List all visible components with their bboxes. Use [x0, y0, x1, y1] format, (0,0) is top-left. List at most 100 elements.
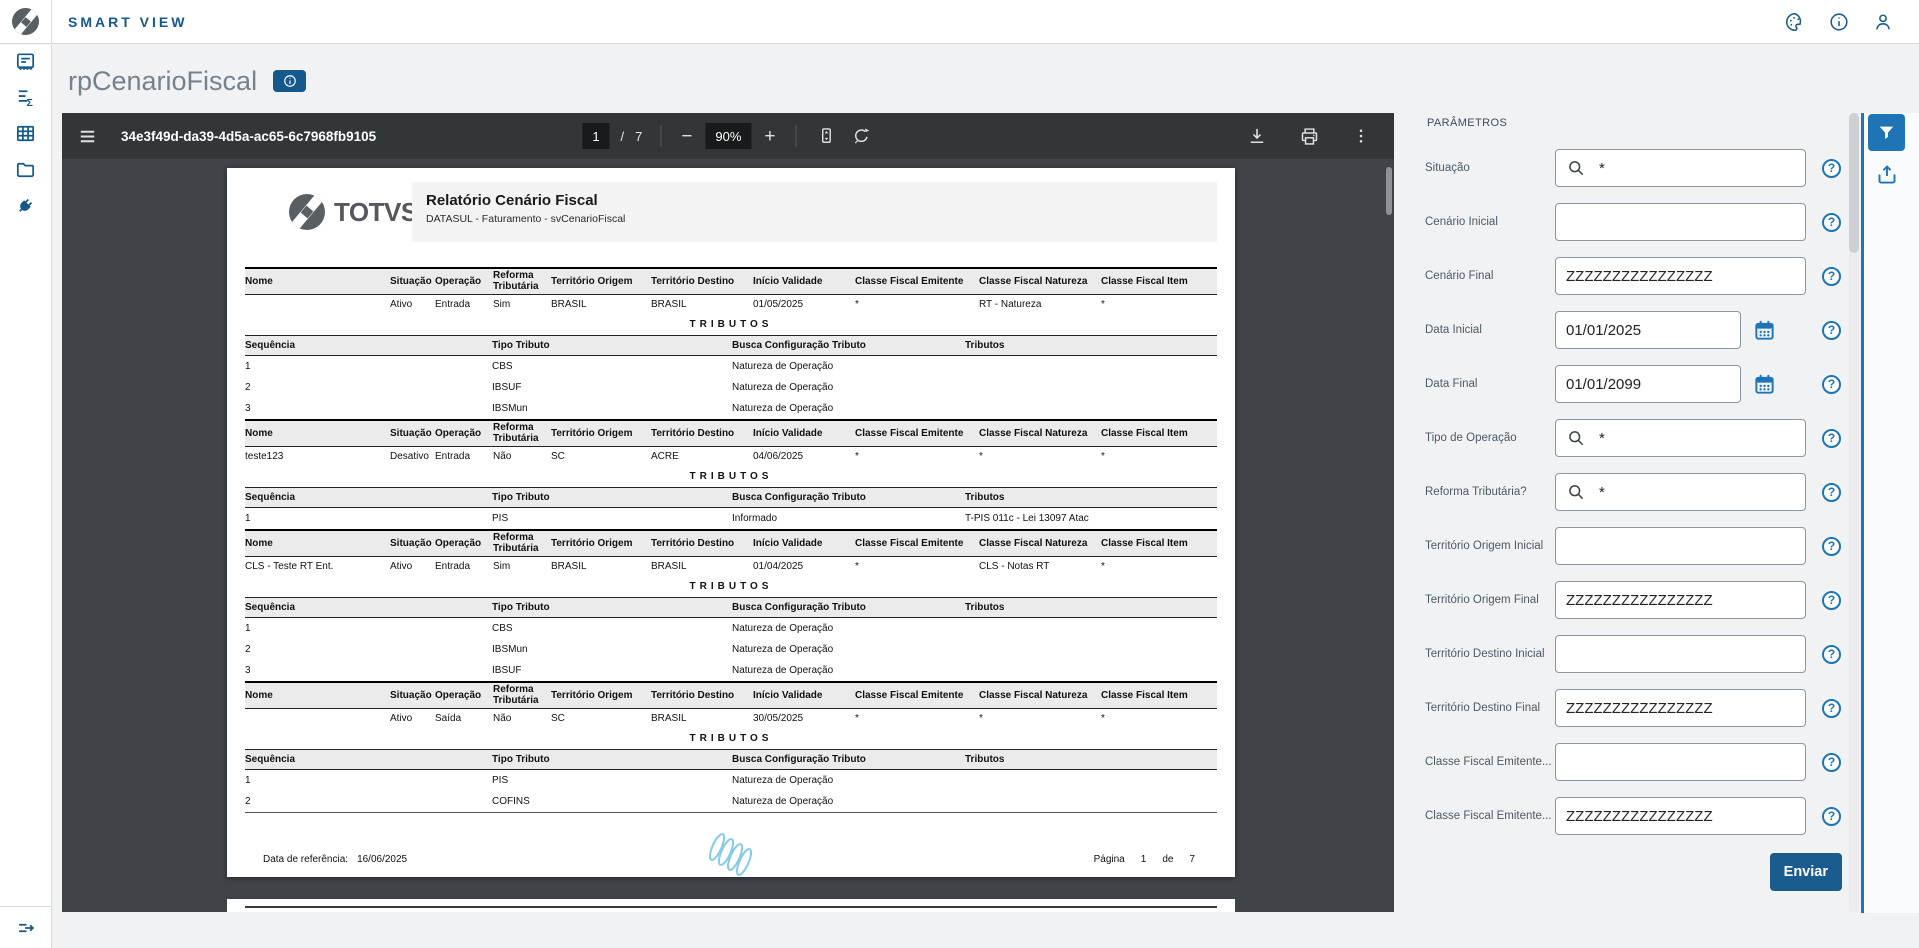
cell: Natureza de Operação	[732, 382, 834, 393]
user-icon[interactable]	[1871, 10, 1895, 34]
cell: Natureza de Operação	[732, 403, 834, 414]
cell: Natureza de Operação	[732, 361, 834, 372]
print-icon[interactable]	[1297, 124, 1322, 149]
param-value: 01/01/2099	[1566, 375, 1642, 393]
data-final-input[interactable]: 01/01/2099	[1555, 365, 1741, 403]
cell: 01/05/2025	[753, 299, 804, 310]
submit-button[interactable]: Enviar	[1769, 853, 1842, 891]
param-label: Reforma Tributária?	[1425, 486, 1527, 498]
cell: Classe Fiscal Natureza	[979, 276, 1088, 287]
cell: Tipo Tributo	[492, 492, 550, 503]
cell: Sequência	[245, 602, 296, 613]
help-icon[interactable]: ?	[1822, 590, 1841, 610]
cell: Território Destino	[651, 690, 735, 701]
reference-date-label: Data de referência:	[263, 854, 349, 865]
cell: *	[855, 713, 859, 724]
page-word: Página	[1093, 854, 1125, 865]
theme-palette-icon[interactable]	[1783, 10, 1807, 34]
help-icon[interactable]: ?	[1822, 266, 1841, 286]
tributos-section-label: TRIBUTOS	[689, 581, 773, 592]
situa-o-input[interactable]: *	[1555, 149, 1806, 187]
zoom-level-input[interactable]: 90%	[705, 123, 752, 149]
cell: IBSUF	[492, 382, 522, 393]
cell: Classe Fiscal Item	[1101, 428, 1188, 439]
help-icon[interactable]: ?	[1822, 320, 1841, 340]
help-icon[interactable]: ?	[1822, 752, 1841, 772]
help-icon[interactable]: ?	[1822, 158, 1841, 178]
cell: Território Destino	[651, 538, 735, 549]
zoom-out-button[interactable]: −	[681, 125, 693, 147]
cell: Território Origem	[551, 428, 633, 439]
cell: Situação	[390, 428, 432, 439]
rotate-page-icon[interactable]	[850, 124, 874, 148]
sidebar-item-totalizers-icon[interactable]: Σ	[14, 85, 38, 109]
param-label: Data Inicial	[1425, 324, 1482, 336]
zoom-in-button[interactable]: +	[764, 125, 776, 147]
reforma-tribut-ria-input[interactable]: *	[1555, 473, 1806, 511]
calendar-icon[interactable]	[1753, 373, 1776, 396]
help-icon[interactable]: ?	[1822, 806, 1841, 826]
cell: RT - Natureza	[979, 299, 1042, 310]
help-icon[interactable]: ?	[1822, 536, 1841, 556]
param-label: Situação	[1425, 162, 1470, 174]
help-icon[interactable]: ?	[1822, 212, 1841, 232]
param-label: Data Final	[1425, 378, 1478, 390]
cell: PIS	[492, 513, 509, 524]
cell: Início Validade	[753, 538, 823, 549]
sidebar-item-reports-icon[interactable]	[14, 49, 38, 73]
help-icon[interactable]: ?	[1822, 482, 1841, 502]
calendar-icon[interactable]	[1753, 319, 1776, 342]
cen-rio-final-input[interactable]: ZZZZZZZZZZZZZZZZ	[1555, 257, 1806, 295]
search-icon	[1566, 158, 1586, 178]
page-separator: /	[620, 128, 625, 144]
fit-page-icon[interactable]	[815, 124, 839, 148]
territ-rio-origem-inicial-input[interactable]	[1555, 527, 1806, 565]
more-options-icon[interactable]	[1350, 125, 1372, 147]
page-number-input[interactable]: 1	[582, 123, 610, 149]
cell: Classe Fiscal Item	[1101, 276, 1188, 287]
cell: Entrada	[435, 561, 471, 572]
help-icon[interactable]: ?	[1822, 428, 1841, 448]
info-icon[interactable]	[1827, 10, 1851, 34]
sidebar: Σ	[0, 45, 52, 948]
sidebar-toggle-icon[interactable]	[76, 125, 99, 148]
download-icon[interactable]	[1245, 124, 1269, 148]
params-scrollbar-thumb[interactable]	[1849, 113, 1859, 253]
report-info-badge[interactable]	[273, 70, 307, 92]
cell: Operação	[435, 690, 482, 701]
cell: 04/06/2025	[753, 451, 804, 462]
param-label: Cenário Final	[1425, 270, 1494, 282]
param-row: Cenário Inicial?	[1425, 203, 1845, 241]
cell: BRASIL	[551, 299, 587, 310]
territ-rio-destino-final-input[interactable]: ZZZZZZZZZZZZZZZZ	[1555, 689, 1806, 727]
data-inicial-input[interactable]: 01/01/2025	[1555, 311, 1741, 349]
cell: Tipo Tributo	[492, 340, 550, 351]
help-icon[interactable]: ?	[1822, 698, 1841, 718]
upload-icon[interactable]	[1873, 161, 1901, 189]
page-total: 7	[635, 128, 643, 144]
sidebar-item-tables-icon[interactable]	[14, 121, 38, 145]
sidebar-item-folders-icon[interactable]	[14, 157, 38, 181]
help-icon[interactable]: ?	[1822, 374, 1841, 394]
tributos-header-row: Sequência Tipo Tributo Busca Configuração …	[245, 335, 1217, 356]
classe-fiscal-emitente-input[interactable]	[1555, 743, 1806, 781]
param-label: Território Destino Final	[1425, 702, 1541, 714]
cell: Classe Fiscal Item	[1101, 690, 1188, 701]
pdf-scrollbar-thumb[interactable]	[1386, 167, 1392, 215]
cell: Território Origem	[551, 538, 633, 549]
classe-fiscal-emitente-input[interactable]: ZZZZZZZZZZZZZZZZ	[1555, 797, 1806, 835]
cell: Território Origem	[551, 690, 633, 701]
report-totvs-logo: TOTVS	[245, 182, 418, 242]
expand-sidebar-icon[interactable]	[14, 916, 38, 940]
territ-rio-origem-final-input[interactable]: ZZZZZZZZZZZZZZZZ	[1555, 581, 1806, 619]
territ-rio-destino-inicial-input[interactable]	[1555, 635, 1806, 673]
cell: Natureza de Operação	[732, 623, 834, 634]
cen-rio-inicial-input[interactable]	[1555, 203, 1806, 241]
cell: *	[1101, 451, 1105, 462]
help-icon[interactable]: ?	[1822, 644, 1841, 664]
sidebar-item-connections-icon[interactable]	[14, 193, 38, 217]
cell: Busca Configuração Tributo	[732, 492, 866, 503]
search-icon	[1566, 428, 1586, 448]
tipo-de-opera-o-input[interactable]: *	[1555, 419, 1806, 457]
filter-icon[interactable]	[1868, 114, 1905, 151]
